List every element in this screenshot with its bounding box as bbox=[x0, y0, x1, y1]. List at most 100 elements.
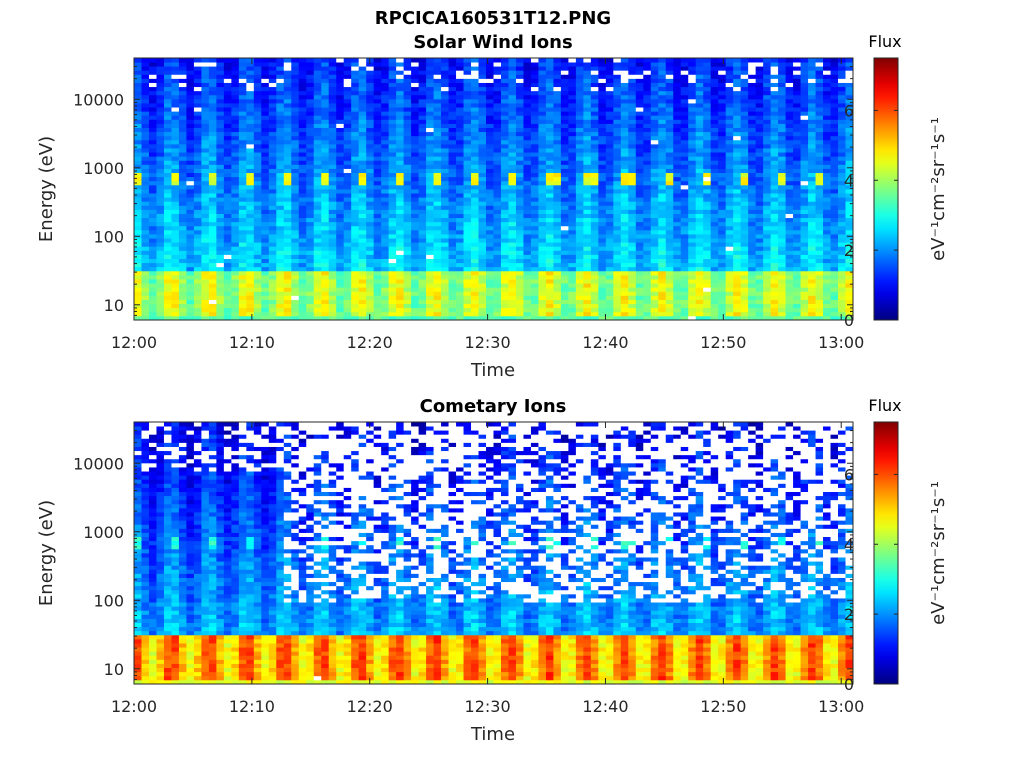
spectrogram-cell bbox=[441, 295, 449, 300]
spectrogram-cell bbox=[463, 201, 472, 206]
spectrogram-cell bbox=[560, 291, 569, 296]
spectrogram-cell bbox=[208, 242, 217, 247]
spectrogram-cell bbox=[156, 131, 165, 137]
spectrogram-cell bbox=[336, 111, 345, 116]
spectrogram-cell bbox=[411, 152, 419, 157]
spectrogram-cell bbox=[441, 176, 449, 182]
spectrogram-cell bbox=[351, 103, 360, 108]
spectrogram-cell bbox=[605, 262, 614, 268]
spectrogram-cell bbox=[665, 217, 674, 223]
spectrogram-cell bbox=[178, 58, 187, 63]
spectrogram-cell bbox=[680, 299, 689, 305]
spectrogram-cell bbox=[388, 94, 397, 100]
spectrogram-cell bbox=[523, 197, 532, 202]
spectrogram-cell bbox=[560, 86, 569, 92]
spectrogram-cell bbox=[388, 258, 397, 264]
spectrogram-cell bbox=[471, 127, 479, 133]
spectrogram-cell bbox=[298, 62, 307, 67]
spectrogram-cell bbox=[553, 246, 562, 251]
spectrogram-cell bbox=[321, 254, 330, 259]
spectrogram-cell bbox=[590, 78, 599, 83]
spectrogram-cell bbox=[515, 213, 524, 219]
spectrogram-cell bbox=[680, 307, 689, 313]
spectrogram-cell bbox=[171, 258, 180, 264]
spectrogram-cell bbox=[223, 184, 232, 190]
spectrogram-cell bbox=[231, 160, 240, 165]
spectrogram-cell bbox=[343, 225, 352, 231]
spectrogram-cell bbox=[328, 160, 337, 165]
spectrogram-cell bbox=[403, 148, 412, 153]
spectrogram-cell bbox=[134, 111, 142, 116]
spectrogram-cell bbox=[201, 172, 210, 178]
spectrogram-cell bbox=[695, 70, 704, 75]
spectrogram-cell bbox=[216, 160, 225, 165]
spectrogram-cell bbox=[223, 119, 232, 124]
spectrogram-cell bbox=[553, 311, 562, 317]
spectrogram-cell bbox=[321, 295, 330, 300]
spectrogram-cell bbox=[351, 311, 360, 317]
spectrogram-cell bbox=[433, 250, 442, 255]
spectrogram-cell bbox=[538, 250, 547, 255]
spectrogram-cell bbox=[553, 213, 562, 219]
spectrogram-cell bbox=[156, 225, 165, 231]
spectrogram-cell bbox=[575, 189, 584, 194]
spectrogram-cell bbox=[156, 279, 165, 284]
spectrogram-cell bbox=[351, 274, 360, 280]
spectrogram-cell bbox=[268, 184, 277, 190]
spectrogram-cell bbox=[590, 115, 599, 120]
spectrogram-cell bbox=[343, 94, 352, 100]
spectrogram-cell bbox=[658, 148, 667, 153]
spectrogram-cell bbox=[351, 86, 360, 92]
spectrogram-cell bbox=[456, 66, 464, 71]
spectrogram-cell bbox=[500, 82, 509, 88]
spectrogram-cell bbox=[328, 242, 337, 247]
spectrogram-cell bbox=[238, 283, 247, 288]
spectrogram-cell bbox=[441, 172, 449, 178]
spectrogram-cell bbox=[545, 111, 554, 116]
spectrogram-cell bbox=[583, 221, 592, 227]
spectrogram-cell bbox=[448, 135, 457, 141]
spectrogram-cell bbox=[321, 86, 330, 92]
spectrogram-cell bbox=[508, 262, 517, 268]
spectrogram-cell bbox=[238, 176, 247, 182]
spectrogram-cell bbox=[493, 258, 502, 264]
spectrogram-cell bbox=[171, 148, 180, 153]
spectrogram-cell bbox=[598, 176, 607, 182]
spectrogram-cell bbox=[471, 311, 479, 317]
spectrogram-cell bbox=[426, 123, 434, 128]
spectrogram-cell bbox=[141, 274, 150, 280]
spectrogram-cell bbox=[560, 131, 569, 137]
spectrogram-cell bbox=[515, 234, 524, 239]
spectrogram-cell bbox=[148, 107, 157, 112]
spectrogram-cell bbox=[463, 176, 472, 182]
spectrogram-cell bbox=[583, 86, 592, 92]
spectrogram-cell bbox=[605, 176, 614, 182]
spectrogram-cell bbox=[148, 303, 157, 309]
spectrogram-cell bbox=[703, 103, 712, 108]
spectrogram-cell bbox=[448, 299, 457, 305]
spectrogram-cell bbox=[680, 295, 689, 300]
spectrogram-cell bbox=[650, 168, 659, 174]
spectrogram-cell bbox=[568, 184, 577, 190]
spectrogram-cell bbox=[463, 70, 472, 75]
spectrogram-cell bbox=[208, 135, 217, 141]
spectrogram-cell bbox=[381, 156, 390, 161]
spectrogram-cell bbox=[643, 143, 652, 149]
spectrogram-cell bbox=[650, 58, 659, 63]
spectrogram-cell bbox=[688, 201, 697, 206]
spectrogram-cell bbox=[643, 295, 652, 300]
spectrogram-cell bbox=[246, 70, 255, 75]
spectrogram-cell bbox=[201, 279, 210, 284]
spectrogram-cell bbox=[253, 131, 262, 137]
spectrogram-cell bbox=[433, 139, 442, 145]
spectrogram-cell bbox=[343, 115, 352, 120]
spectrogram-cell bbox=[703, 242, 712, 247]
spectrogram-cell bbox=[613, 254, 622, 259]
spectrogram-cell bbox=[500, 119, 509, 124]
spectrogram-cell bbox=[613, 295, 622, 300]
spectrogram-cell bbox=[628, 74, 637, 79]
spectrogram-cell bbox=[336, 225, 345, 231]
spectrogram-cell bbox=[703, 311, 712, 317]
spectrogram-cell bbox=[575, 111, 584, 116]
spectrogram-cell bbox=[523, 291, 532, 296]
